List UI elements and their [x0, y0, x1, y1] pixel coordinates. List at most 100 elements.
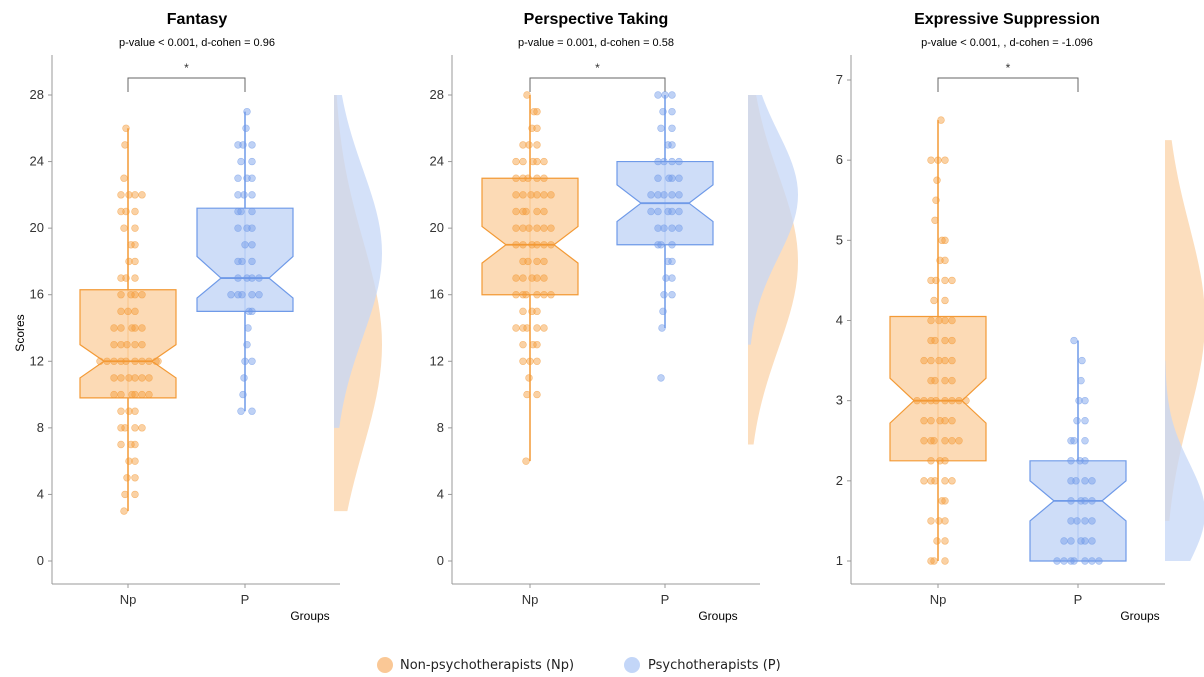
data-point — [255, 274, 263, 282]
data-point — [941, 276, 949, 285]
data-point — [927, 477, 935, 485]
data-point — [1088, 477, 1096, 485]
data-point — [675, 157, 683, 166]
data-point — [1067, 537, 1075, 545]
data-point — [1067, 497, 1075, 505]
data-point — [117, 374, 125, 382]
data-point — [668, 191, 676, 199]
data-point — [1088, 557, 1096, 565]
data-point — [121, 141, 129, 149]
chart-panel: Perspective Taking p-value = 0.001, d-coh… — [430, 11, 798, 623]
data-point — [668, 207, 676, 216]
data-point — [941, 356, 949, 365]
data-point — [152, 357, 160, 365]
data-point — [948, 316, 956, 325]
y-tick-label: 24 — [430, 154, 444, 169]
y-tick-label: 20 — [430, 220, 444, 235]
data-point — [122, 124, 130, 132]
data-point — [1078, 356, 1086, 365]
data-point — [941, 537, 949, 545]
data-point — [668, 91, 676, 99]
data-point — [1072, 477, 1080, 485]
data-point — [127, 241, 135, 249]
legend-swatch-p — [624, 657, 640, 673]
data-point — [920, 437, 928, 445]
data-point — [512, 274, 520, 282]
data-point — [533, 207, 541, 216]
data-point — [913, 396, 921, 405]
data-point — [529, 157, 537, 166]
data-point — [125, 257, 133, 266]
y-tick-label: 4 — [37, 486, 44, 501]
data-point — [927, 517, 935, 525]
data-point — [932, 276, 940, 285]
data-point — [927, 557, 935, 565]
data-point — [658, 324, 666, 332]
data-point — [668, 241, 676, 249]
data-point — [533, 340, 541, 349]
panels: Fantasy p-value < 0.001, d-cohen = 0.96 0 4… — [13, 11, 1204, 623]
data-point — [522, 291, 530, 299]
y-tick-label: 0 — [37, 553, 44, 568]
data-point — [1088, 497, 1096, 505]
data-point — [125, 191, 133, 199]
data-point — [239, 390, 247, 399]
data-point — [927, 457, 935, 465]
data-point — [519, 241, 527, 249]
data-point — [1073, 417, 1081, 425]
data-point — [528, 307, 536, 316]
chart-title: Fantasy — [167, 11, 228, 28]
data-point — [920, 356, 928, 365]
density-curve — [334, 95, 382, 428]
data-point — [941, 477, 949, 485]
data-point — [526, 357, 534, 365]
data-point — [519, 207, 527, 216]
data-point — [117, 324, 125, 332]
data-point — [654, 224, 662, 232]
data-point — [948, 437, 956, 445]
data-point — [248, 191, 256, 199]
data-point — [533, 307, 541, 316]
data-point — [234, 257, 242, 266]
data-point — [927, 396, 935, 405]
data-point — [1067, 477, 1075, 485]
data-point — [123, 474, 131, 482]
data-point — [110, 324, 118, 332]
data-point — [664, 207, 672, 216]
data-point — [1081, 437, 1089, 445]
data-point — [529, 340, 537, 349]
data-point — [657, 374, 665, 382]
legend-label-p: Psychotherapists (P) — [648, 658, 781, 673]
data-point — [1070, 557, 1078, 565]
data-point — [920, 396, 928, 405]
data-point — [1060, 557, 1068, 565]
x-tick-label: Np — [930, 592, 947, 607]
data-point — [675, 224, 683, 232]
y-tick-label: 4 — [437, 486, 444, 501]
data-point — [127, 440, 135, 449]
data-point — [519, 224, 527, 232]
data-point — [533, 274, 541, 282]
data-point — [117, 407, 125, 415]
data-point — [930, 437, 938, 445]
data-point — [1067, 457, 1075, 465]
data-point — [512, 291, 520, 299]
data-point — [243, 174, 251, 182]
data-point — [931, 336, 939, 345]
data-point — [660, 291, 668, 299]
data-point — [248, 257, 256, 266]
data-point — [933, 176, 941, 184]
data-point — [1076, 457, 1084, 465]
data-point — [131, 440, 139, 449]
y-tick-label: 5 — [836, 232, 843, 247]
data-point — [524, 174, 532, 182]
x-tick-label: Np — [120, 592, 137, 607]
x-tick-label: P — [1074, 592, 1083, 607]
data-point — [519, 307, 527, 316]
data-point — [660, 157, 668, 166]
data-point — [1081, 517, 1089, 525]
data-point — [110, 390, 118, 399]
data-point — [1081, 497, 1089, 505]
data-point — [660, 191, 668, 199]
data-point — [1081, 417, 1089, 425]
